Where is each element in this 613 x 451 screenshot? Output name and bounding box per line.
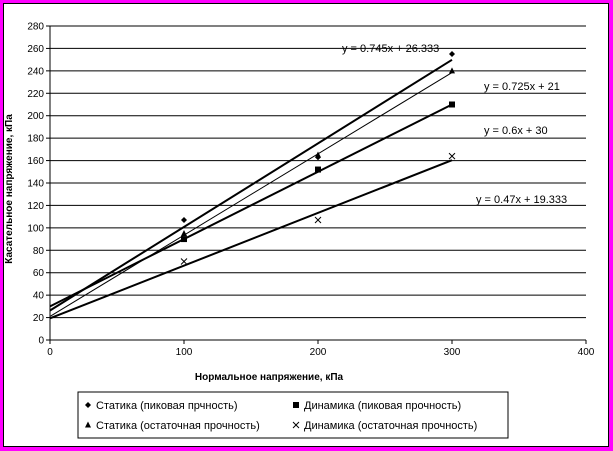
x-tick-label: 100 bbox=[176, 347, 193, 358]
y-tick-label: 240 bbox=[27, 66, 44, 77]
legend: Статика (пиковая прчность) Статика (остат… bbox=[77, 391, 509, 439]
x-tick-label: 400 bbox=[578, 347, 595, 358]
y-tick-label: 160 bbox=[27, 156, 44, 167]
tick-labels: 0 20 40 60 80 100 120 140 160 180 200 220 240 260 280 0… bbox=[27, 22, 594, 359]
trend-line-4 bbox=[49, 159, 453, 320]
chart-area: y = 0.745x + 26.333 y = 0.725x + 21 y = 0.… bbox=[3, 3, 609, 447]
y-tick-label: 120 bbox=[27, 201, 44, 212]
trend-equation-2: y = 0.725x + 21 bbox=[484, 81, 560, 93]
y-tick-label: 280 bbox=[27, 22, 44, 33]
trend-line-2 bbox=[49, 72, 453, 317]
y-tick-label: 60 bbox=[33, 268, 45, 279]
y-tick-label: 180 bbox=[27, 134, 44, 145]
y-tick-label: 200 bbox=[27, 111, 44, 122]
data-point-triangle bbox=[315, 151, 321, 158]
x-tick-label: 0 bbox=[47, 347, 53, 358]
legend-entry-1: Статика (пиковая прчность) bbox=[96, 400, 238, 412]
data-point-diamond bbox=[181, 217, 187, 224]
data-point-triangle bbox=[181, 229, 187, 236]
trend-equation-3: y = 0.6x + 30 bbox=[484, 125, 548, 137]
legend-entry-3: Динамика (пиковая прочность) bbox=[304, 400, 461, 412]
y-axis-label: Касательное напряжение, кПа bbox=[4, 114, 15, 264]
data-point-square bbox=[181, 236, 187, 243]
trend-labels: y = 0.745x + 26.333 y = 0.725x + 21 y = 0.… bbox=[342, 43, 567, 206]
y-tick-label: 0 bbox=[38, 336, 44, 347]
data-points bbox=[180, 51, 456, 265]
x-marker-stroke bbox=[314, 216, 322, 224]
x-tick-label: 200 bbox=[310, 347, 327, 358]
legend-marker-x bbox=[292, 421, 300, 429]
axes bbox=[46, 25, 587, 344]
grid-lines bbox=[50, 25, 586, 319]
y-tick-label: 80 bbox=[33, 246, 45, 257]
data-point-triangle bbox=[449, 67, 455, 74]
legend-entry-4: Динамика (остаточная прочность) bbox=[304, 420, 477, 432]
data-point-square bbox=[449, 101, 455, 108]
data-point-x bbox=[180, 258, 188, 265]
legend-marker-triangle bbox=[85, 421, 91, 428]
y-tick-label: 40 bbox=[33, 291, 45, 302]
y-tick-label: 220 bbox=[27, 89, 44, 100]
data-point-x bbox=[448, 152, 456, 160]
legend-marker-square bbox=[293, 402, 299, 408]
data-point-square bbox=[315, 166, 321, 173]
trend-line-1 bbox=[49, 58, 453, 312]
trend-lines bbox=[49, 58, 453, 320]
trend-line-3 bbox=[49, 103, 453, 308]
data-point-x bbox=[314, 216, 322, 224]
legend-entry-2: Статика (остаточная прочность) bbox=[96, 420, 260, 432]
x-axis-label: Нормальное напряжение, кПа bbox=[195, 372, 344, 383]
y-tick-label: 20 bbox=[33, 313, 45, 324]
y-tick-label: 140 bbox=[27, 179, 44, 190]
trend-equation-1: y = 0.745x + 26.333 bbox=[342, 43, 439, 55]
chart-svg: y = 0.745x + 26.333 y = 0.725x + 21 y = 0.… bbox=[4, 22, 595, 439]
trend-equation-4: y = 0.47x + 19.333 bbox=[476, 194, 567, 206]
x-marker-stroke bbox=[180, 258, 188, 265]
data-point-diamond bbox=[449, 51, 455, 58]
x-marker-stroke bbox=[448, 152, 456, 160]
legend-marker-diamond bbox=[85, 402, 91, 408]
x-marker-stroke bbox=[292, 421, 300, 429]
y-tick-label: 260 bbox=[27, 44, 44, 55]
legend-box bbox=[77, 391, 509, 439]
y-tick-label: 100 bbox=[27, 223, 44, 234]
x-tick-label: 300 bbox=[444, 347, 461, 358]
